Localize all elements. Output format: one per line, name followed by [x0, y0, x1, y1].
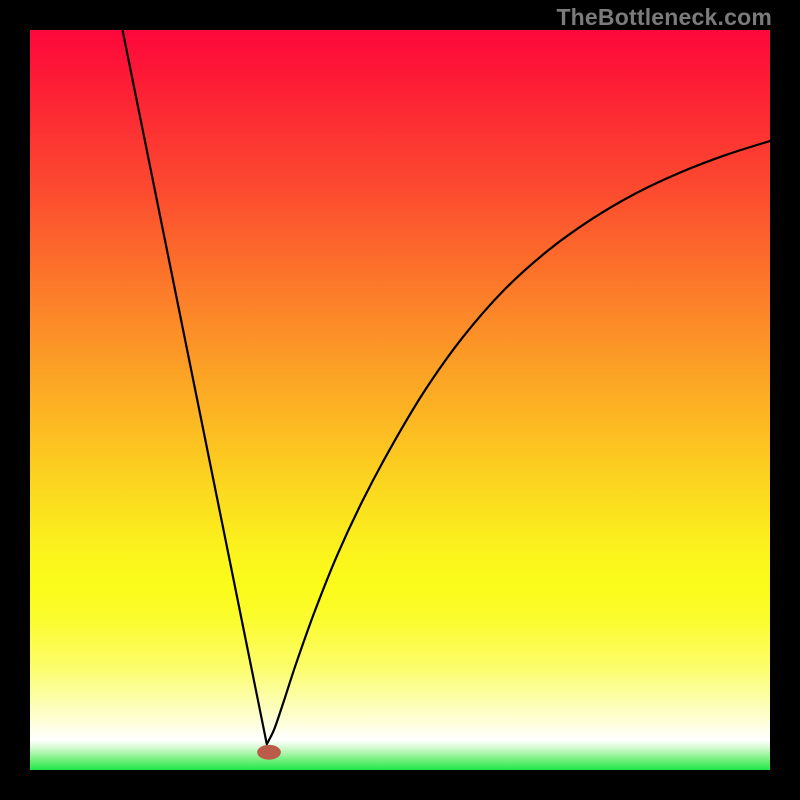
watermark-text: TheBottleneck.com [556, 4, 772, 31]
chart-background [30, 30, 770, 770]
plot-area [30, 30, 770, 770]
optimal-point-marker [257, 745, 281, 760]
chart-svg [30, 30, 770, 770]
